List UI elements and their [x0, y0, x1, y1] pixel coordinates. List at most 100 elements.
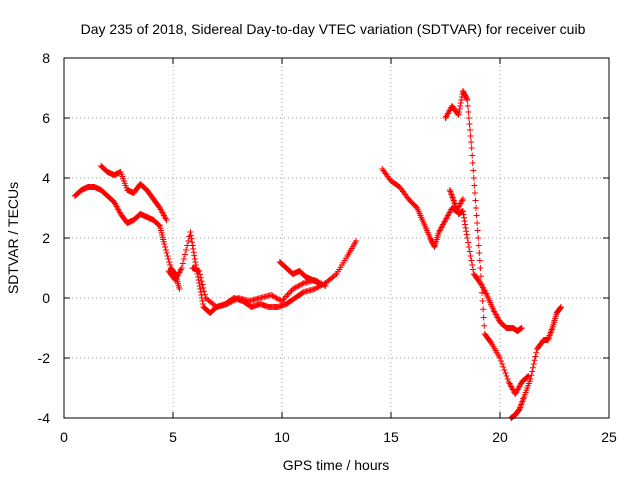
y-tick-label: 2: [42, 230, 50, 246]
data-point-marker: [459, 196, 466, 202]
data-point-marker: [467, 133, 474, 139]
data-point-marker: [461, 218, 468, 225]
data-point-marker: [179, 260, 186, 267]
data-point-marker: [176, 286, 183, 292]
data-point-marker: [188, 235, 195, 242]
data-point-marker: [184, 242, 191, 249]
data-point-marker: [165, 256, 172, 262]
data-point-marker: [481, 322, 488, 329]
x-tick-label: 15: [383, 429, 399, 445]
data-point-marker: [533, 349, 540, 356]
data-point-marker: [322, 283, 329, 289]
data-point-marker: [467, 253, 474, 259]
data-point-marker: [479, 289, 486, 296]
series-5: [276, 259, 323, 286]
data-marks: [71, 88, 565, 421]
data-point-marker: [199, 301, 206, 307]
data-point-marker: [163, 217, 170, 223]
data-point-marker: [167, 262, 174, 268]
y-axis-label: SDTVAR / TECUs: [5, 182, 21, 294]
data-point-marker: [189, 239, 196, 246]
data-point-marker: [480, 306, 487, 313]
data-point-marker: [457, 103, 464, 109]
data-point-marker: [474, 227, 481, 234]
data-point-marker: [198, 278, 205, 285]
data-point-marker: [467, 127, 474, 133]
data-point-marker: [504, 376, 511, 382]
data-point-marker: [200, 284, 207, 291]
y-tick-label: 0: [42, 290, 50, 306]
data-point-marker: [162, 247, 169, 253]
data-point-marker: [468, 145, 475, 151]
data-point-marker: [476, 250, 483, 256]
y-tick-label: -2: [38, 350, 51, 366]
data-point-marker: [277, 297, 284, 304]
data-point-marker: [164, 253, 171, 259]
data-point-marker: [480, 314, 487, 321]
data-point-marker: [463, 95, 470, 102]
data-point-marker: [299, 280, 306, 287]
data-point-marker: [476, 257, 483, 264]
data-point-marker: [465, 115, 472, 121]
data-point-marker: [478, 281, 485, 288]
data-point-marker: [161, 241, 168, 247]
data-point-marker: [477, 273, 484, 280]
data-point-marker: [477, 265, 484, 271]
y-tick-label: -4: [38, 410, 51, 426]
data-point-marker: [199, 298, 206, 304]
data-point-marker: [199, 281, 206, 288]
data-point-marker: [468, 257, 475, 264]
data-point-marker: [163, 250, 170, 256]
data-point-marker: [558, 304, 565, 310]
data-point-marker: [499, 361, 506, 367]
data-point-marker: [191, 252, 198, 259]
data-point-marker: [201, 291, 208, 298]
data-point-marker: [475, 235, 482, 241]
data-point-marker: [353, 238, 360, 244]
data-point-marker: [497, 355, 503, 361]
data-point-marker: [471, 182, 478, 189]
data-point-marker: [187, 232, 194, 239]
data-point-marker: [528, 372, 535, 379]
data-point-marker: [468, 139, 475, 145]
data-point-marker: [463, 231, 470, 238]
data-point-marker: [189, 242, 196, 249]
data-point-marker: [460, 211, 467, 218]
data-point-marker: [196, 271, 203, 278]
data-point-marker: [287, 289, 294, 295]
data-point-marker: [557, 304, 564, 311]
data-point-marker: [457, 100, 464, 106]
data-point-marker: [180, 256, 187, 262]
data-point-marker: [463, 228, 470, 235]
data-point-marker: [201, 288, 208, 295]
data-point-marker: [498, 358, 505, 364]
data-point-marker: [456, 109, 463, 115]
data-point-marker: [321, 282, 328, 289]
data-point-marker: [190, 249, 197, 256]
data-point-marker: [285, 290, 292, 297]
data-point-marker: [461, 214, 468, 221]
data-point-marker: [464, 97, 471, 103]
data-point-marker: [316, 280, 323, 286]
data-point-marker: [462, 224, 469, 231]
y-tick-labels: -4 -2 0 2 4 6 8: [38, 50, 51, 426]
data-point-marker: [162, 244, 169, 250]
data-point-marker: [529, 364, 536, 371]
x-tick-labels: 0 5 10 15 20 25: [60, 429, 617, 445]
data-point-marker: [518, 325, 525, 331]
series-6: [379, 166, 466, 250]
data-point-marker: [529, 368, 536, 375]
data-point-marker: [462, 221, 469, 228]
x-tick-label: 5: [169, 429, 177, 445]
data-point-marker: [469, 160, 476, 166]
data-point-marker: [473, 205, 480, 211]
data-point-marker: [197, 286, 204, 292]
data-point-marker: [464, 103, 471, 109]
data-point-marker: [473, 212, 480, 219]
series-3: [165, 229, 360, 316]
data-point-marker: [465, 239, 472, 246]
series-9: [507, 304, 565, 421]
data-point-marker: [183, 247, 190, 253]
data-point-marker: [532, 353, 539, 360]
data-point-marker: [465, 244, 472, 250]
